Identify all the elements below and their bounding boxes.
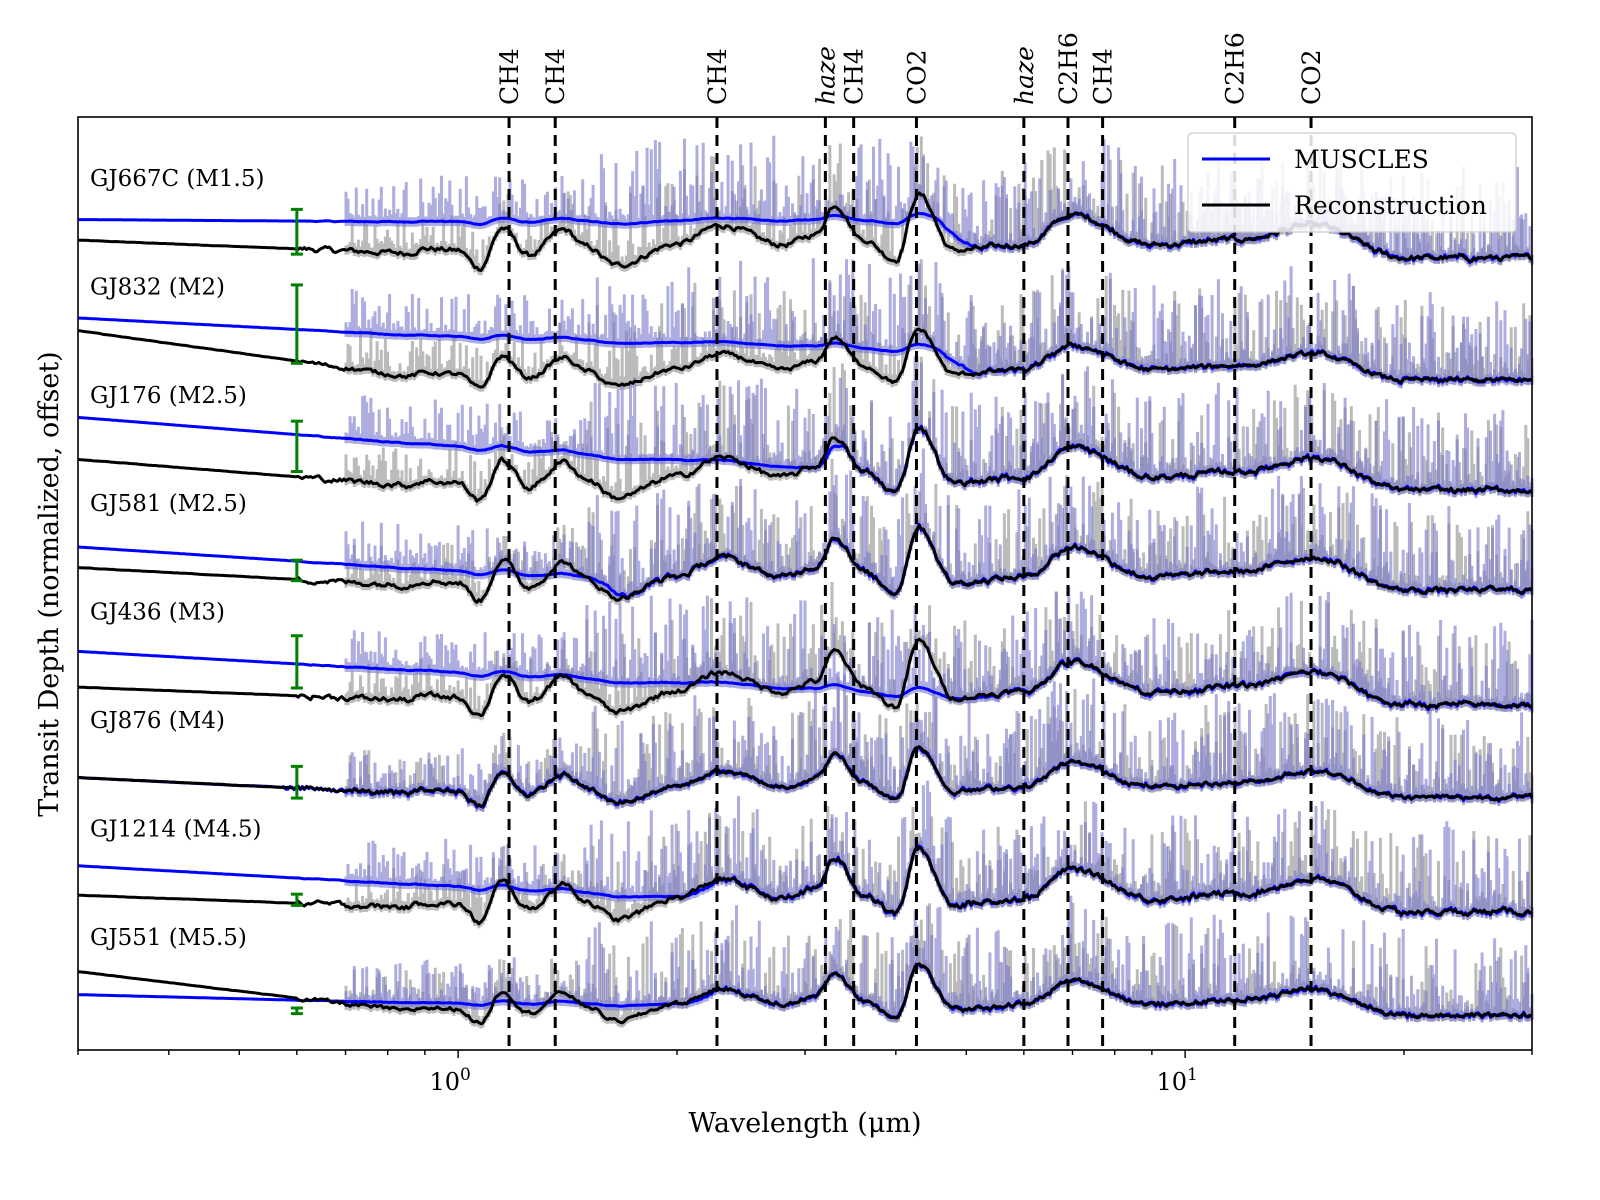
y-axis-label: Transit Depth (normalized, offset) [34,351,65,816]
star-label: GJ1214 (M4.5) [90,816,262,842]
feature-label: C2H6 [1054,32,1083,105]
feature-label: C2H6 [1221,32,1250,105]
star-label: GJ667C (M1.5) [90,166,264,192]
legend-label-muscles: MUSCLES [1294,145,1429,174]
feature-label: CH4 [541,48,570,105]
feature-label: CH4 [840,48,869,105]
feature-label: haze [811,46,840,105]
x-axis-ticks: 100 101 [77,1050,1533,1096]
reconstruction-series-line [77,524,1533,604]
feature-label: CH4 [703,48,732,105]
feature-label: CO2 [902,49,931,105]
star-label: GJ581 (M2.5) [90,491,247,517]
reconstruction-series-line [77,745,1534,808]
star-label: GJ176 (M2.5) [90,383,247,409]
reconstruction-series-line [77,846,1533,926]
reconstruction-series-line [77,327,1533,389]
star-labels: GJ667C (M1.5) GJ832 (M2) GJ176 (M2.5) GJ581… [90,166,264,951]
star-label: GJ551 (M5.5) [90,925,247,951]
plot-frame [77,116,1533,1051]
legend: MUSCLES Reconstruction [1187,132,1517,233]
star-label: GJ832 (M2) [90,274,225,300]
error-bars [290,207,303,1016]
x-tick-label: 101 [1156,1065,1197,1096]
reconstruction-series-line [77,426,1533,503]
reconstruction-series-line [77,962,1533,1026]
star-label: GJ436 (M3) [90,600,225,626]
feature-label: CH4 [1089,48,1118,105]
spectra-lines [77,191,1534,1026]
feature-label: haze [1010,46,1039,105]
x-tick-label: 100 [429,1065,470,1096]
star-label: GJ876 (M4) [90,708,225,734]
legend-label-reconstruction: Reconstruction [1294,191,1487,220]
feature-label: CH4 [495,48,524,105]
reconstruction-series-line [77,637,1533,718]
feature-label: CO2 [1297,49,1326,105]
x-axis-label: Wavelength (μm) [688,1108,921,1139]
feature-lines: CH4 CH4 CH4 haze CH4 CO2 haze C2H6 CH4 C2H6 CO2 [495,32,1326,1050]
